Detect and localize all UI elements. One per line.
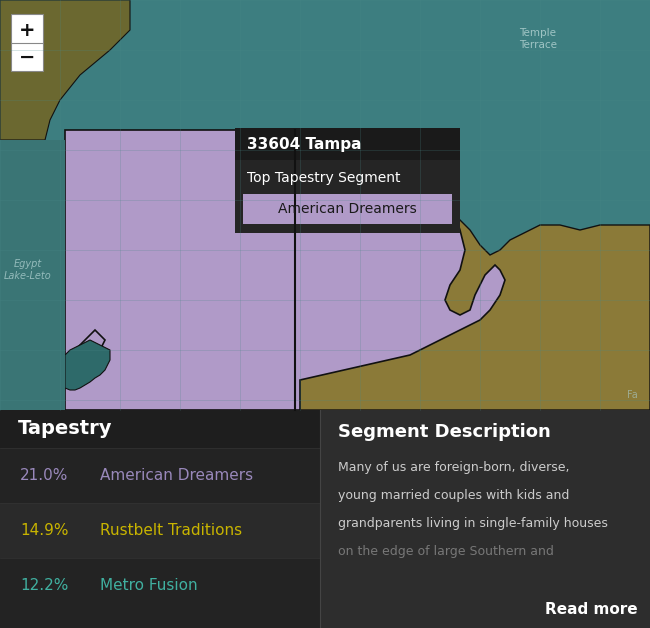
Text: Segment Description: Segment Description [338,423,551,441]
Text: Read more: Read more [545,602,638,617]
Text: Fa: Fa [627,390,638,400]
Polygon shape [65,130,505,410]
Text: Top Tapestry Segment: Top Tapestry Segment [247,171,400,185]
FancyBboxPatch shape [235,128,460,160]
FancyBboxPatch shape [243,194,452,224]
Text: Metro Fusion: Metro Fusion [100,578,198,593]
Text: grandparents living in single-family houses: grandparents living in single-family hou… [338,517,608,531]
Text: −: − [19,48,35,67]
FancyBboxPatch shape [11,14,43,71]
Bar [320,410,650,628]
FancyBboxPatch shape [235,160,460,233]
Text: Temple
Terrace: Temple Terrace [519,28,557,50]
Bar [0,140,65,410]
Bar [0,410,320,448]
Bar [0,558,320,613]
Bar [0,503,320,558]
Bar [0,410,320,628]
Text: Egypt
Lake-Leto: Egypt Lake-Leto [4,259,52,281]
Text: 12.2%: 12.2% [20,578,68,593]
Text: Rustbelt Traditions: Rustbelt Traditions [100,523,242,538]
Text: American Dreamers: American Dreamers [278,202,417,216]
Text: 21.0%: 21.0% [20,468,68,483]
Text: American Dreamers: American Dreamers [100,468,253,483]
Text: +: + [19,21,35,40]
Polygon shape [300,195,650,410]
Polygon shape [65,340,110,390]
Text: on the edge of large Southern and: on the edge of large Southern and [338,546,554,558]
Text: young married couples with kids and: young married couples with kids and [338,489,569,502]
Text: 33604 Tampa: 33604 Tampa [247,136,361,151]
Bar [0,0,650,410]
Text: Tapestry: Tapestry [18,420,112,438]
Polygon shape [0,0,130,140]
Text: 14.9%: 14.9% [20,523,68,538]
Text: Many of us are foreign-born, diverse,: Many of us are foreign-born, diverse, [338,462,569,475]
Bar [0,448,320,503]
